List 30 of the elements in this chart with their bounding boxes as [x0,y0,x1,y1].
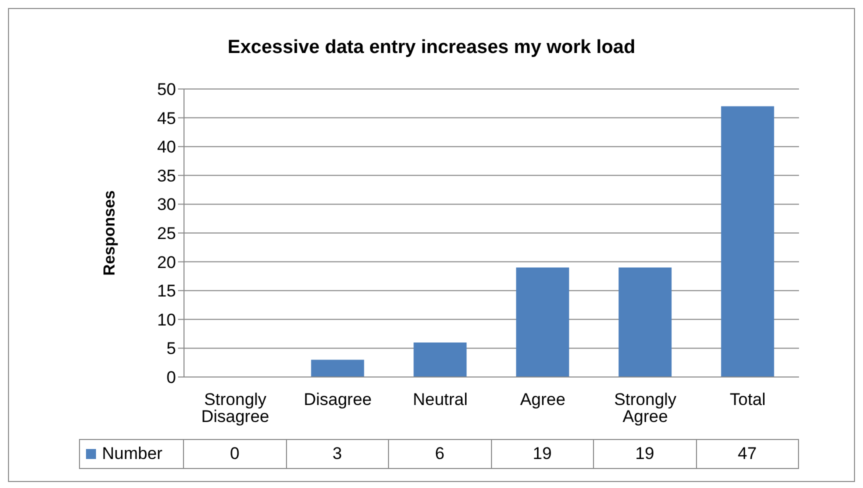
y-tick-label: 50 [157,80,176,100]
data-label: 3 [286,439,389,469]
chart-title: Excessive data entry increases my work load [226,37,636,59]
data-label: 19 [594,439,696,469]
bar [311,360,364,377]
y-tick-label: 20 [157,252,176,272]
x-tick-label: Strongly Disagree [201,390,270,426]
data-label: 6 [389,439,492,469]
bar [618,268,672,377]
y-tick-label: 40 [157,138,176,157]
x-tick-label: Total [730,390,766,410]
y-tick-label: 15 [157,282,176,301]
bar [414,342,467,377]
y-tick-label: 25 [157,224,176,244]
y-tick-label: 0 [166,368,176,388]
x-tick-label: Disagree [304,390,372,410]
data-label: 47 [696,439,799,469]
data-label: 19 [492,439,594,469]
y-tick-label: 45 [157,108,176,128]
bar [721,106,774,377]
legend-label: Number [79,439,184,469]
y-tick-label: 30 [157,195,176,214]
x-tick-label: Strongly Agree [614,390,677,426]
x-tick-label: Agree [520,390,566,410]
y-axis-title: Responses [102,190,119,276]
bar [516,268,570,377]
y-tick-label: 35 [157,166,176,186]
y-tick-label: 10 [157,310,176,330]
y-tick-label: 5 [166,339,176,358]
x-tick-label: Neutral [412,390,468,410]
